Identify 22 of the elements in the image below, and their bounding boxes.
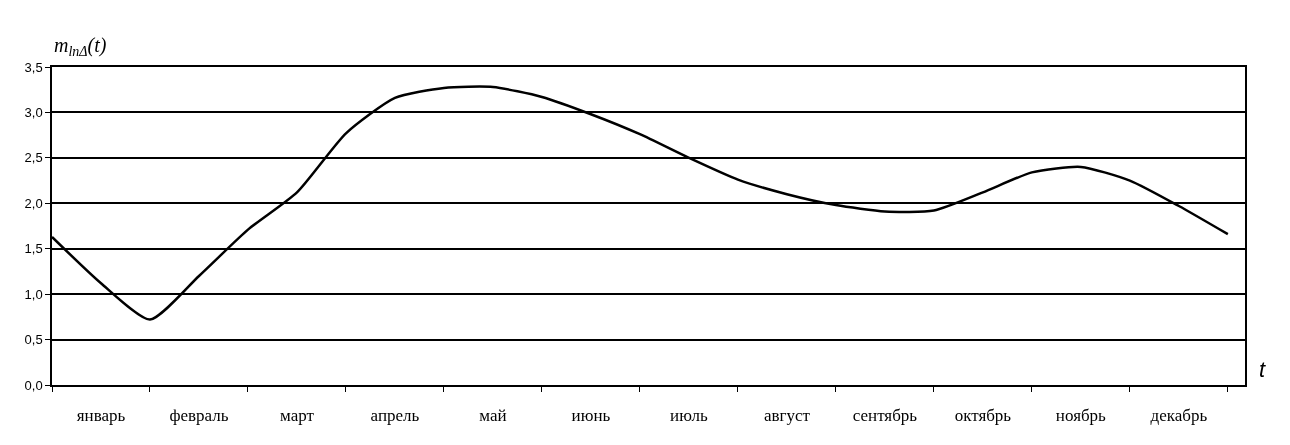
- x-tick-label: октябрь: [954, 406, 1012, 426]
- x-tick-label: апрель: [370, 406, 420, 426]
- x-tick-label: июнь: [571, 406, 611, 426]
- x-tick-label: август: [763, 406, 811, 426]
- x-tick-label: февраль: [169, 406, 229, 426]
- y-axis-title: m$_{lnΔ}$(t): [54, 34, 107, 60]
- y-tick-label: 0,5: [24, 332, 43, 348]
- y-tick-label: 2,0: [24, 195, 43, 211]
- x-tick-label: ноябрь: [1055, 406, 1107, 426]
- x-tick-label: май: [479, 406, 507, 426]
- y-tick-label: 1,0: [24, 286, 43, 302]
- x-tick-label: март: [280, 406, 315, 426]
- x-tick-label: сентябрь: [852, 406, 918, 426]
- x-axis-title: t: [1259, 357, 1266, 382]
- x-tick-label: январь: [76, 406, 126, 426]
- y-tick-label: 3,0: [24, 104, 43, 120]
- y-tick-label: 0,0: [24, 377, 43, 393]
- x-tick-label: декабрь: [1150, 406, 1208, 426]
- y-tick-label: 3,5: [24, 59, 43, 75]
- y-tick-label: 1,5: [24, 241, 43, 257]
- x-tick-label: июль: [670, 406, 708, 426]
- y-tick-label: 2,5: [24, 150, 43, 166]
